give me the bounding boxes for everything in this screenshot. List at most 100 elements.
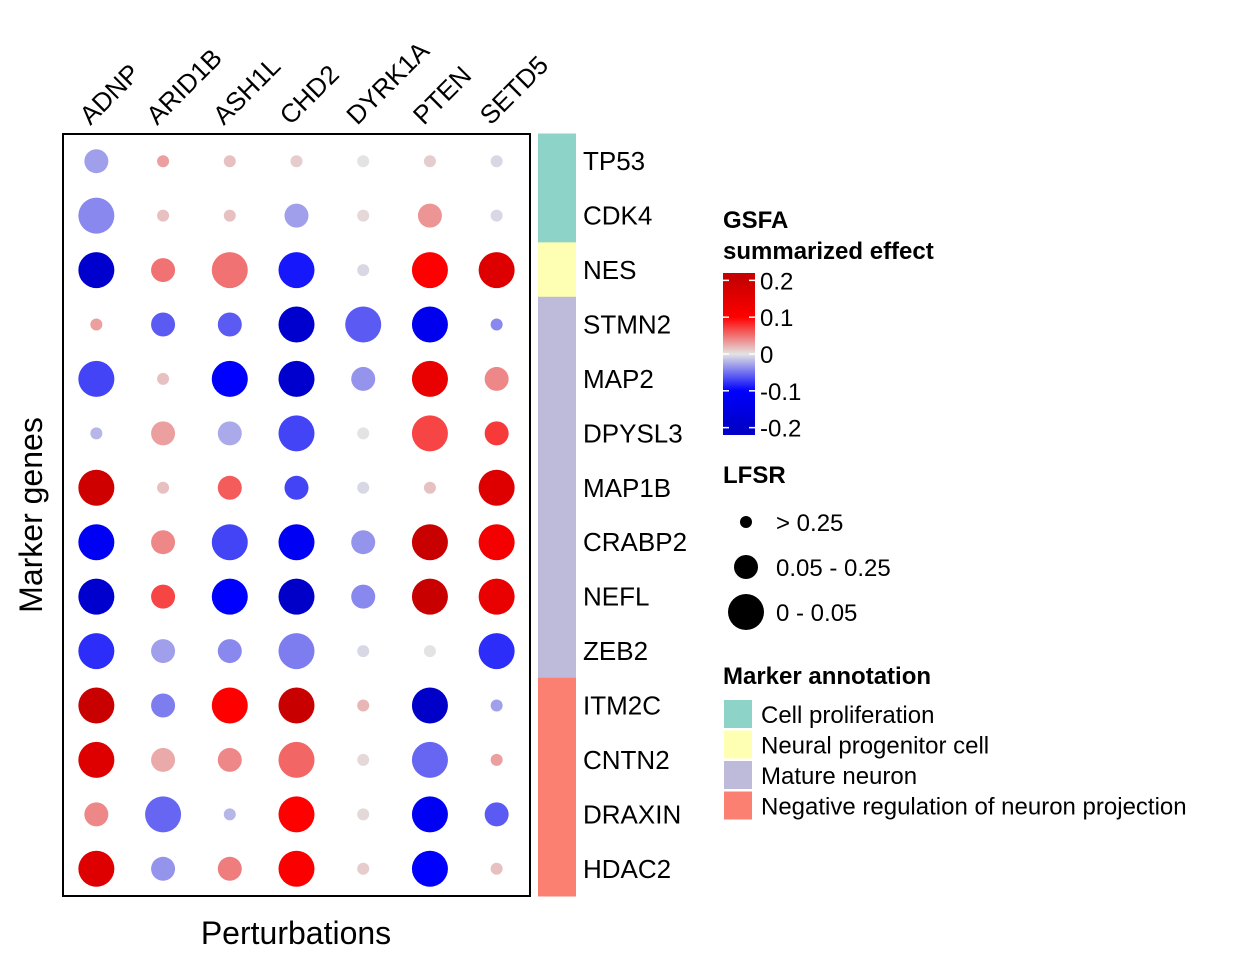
- dot-draxin-pten: [411, 796, 448, 833]
- dot-hdac2-ash1l: [217, 856, 242, 881]
- dot-tp53-dyrk1a: [357, 155, 370, 168]
- dot-nefl-adnp: [78, 578, 115, 615]
- dot-zeb2-arid1b: [151, 639, 176, 664]
- y-tick-label: CDK4: [583, 201, 652, 231]
- size-legend-dot: [728, 594, 764, 630]
- dot-cdk4-setd5: [490, 209, 503, 222]
- dot-zeb2-dyrk1a: [357, 645, 370, 658]
- row-annotation-bar: [538, 133, 576, 897]
- annotation-legend-swatch: [724, 761, 752, 789]
- dot-map2-dyrk1a: [351, 366, 376, 391]
- dot-nefl-dyrk1a: [351, 584, 376, 609]
- x-tick-label: CHD2: [274, 59, 345, 130]
- size-legend-label: 0.05 - 0.25: [776, 555, 891, 582]
- y-tick-labels: TP53 CDK4 NES STMN2 MAP2 DPYSL3 MAP1B CRABP2 NEF…: [583, 146, 687, 884]
- dot-zeb2-adnp: [78, 633, 115, 670]
- dot-dpysl3-pten: [411, 415, 448, 452]
- dot-itm2c-chd2: [278, 687, 315, 724]
- plot-panel: [62, 133, 531, 897]
- annotation-legend-items: Cell proliferation Neural progenitor cell…: [724, 700, 1187, 821]
- dot-map1b-dyrk1a: [357, 481, 370, 494]
- dot-nefl-pten: [411, 578, 448, 615]
- y-tick-label: MAP1B: [583, 473, 671, 503]
- dot-cdk4-dyrk1a: [357, 209, 370, 222]
- dot-crabp2-chd2: [278, 524, 315, 561]
- annotation-legend-title: Marker annotation: [723, 663, 931, 690]
- size-legend-label: > 0.25: [776, 510, 843, 537]
- dot-hdac2-setd5: [490, 862, 503, 875]
- dot-hdac2-adnp: [78, 850, 115, 887]
- y-tick-label: DPYSL3: [583, 418, 683, 448]
- dot-stmn2-chd2: [278, 306, 315, 343]
- x-tick-label: ADNP: [73, 58, 145, 130]
- dot-hdac2-chd2: [278, 850, 315, 887]
- color-legend-tick-label: -0.2: [760, 416, 801, 443]
- annotation-legend-label: Mature neuron: [761, 763, 917, 790]
- color-legend-title-line1: GSFA: [723, 207, 788, 234]
- dot-draxin-dyrk1a: [357, 808, 370, 821]
- dot-cdk4-adnp: [78, 197, 115, 234]
- annotation-legend-swatch: [724, 730, 752, 759]
- annotation-cell-map1b: [538, 460, 576, 516]
- annotation-cell-dpysl3: [538, 405, 576, 462]
- dot-zeb2-ash1l: [217, 639, 242, 664]
- dot-crabp2-arid1b: [151, 530, 176, 555]
- dot-map2-adnp: [78, 360, 115, 397]
- annotation-cell-crabp2: [538, 514, 576, 570]
- dot-crabp2-ash1l: [211, 524, 248, 561]
- dot-zeb2-pten: [423, 645, 436, 658]
- dot-nes-adnp: [78, 252, 115, 289]
- dot-tp53-setd5: [490, 155, 503, 168]
- annotation-legend-label: Cell proliferation: [761, 702, 934, 729]
- dot-cntn2-chd2: [278, 741, 315, 778]
- dot-crabp2-adnp: [78, 524, 115, 561]
- annotation-cell-map2: [538, 351, 576, 407]
- annotation-cell-zeb2: [538, 623, 576, 679]
- dot-stmn2-adnp: [90, 318, 103, 331]
- y-tick-label: HDAC2: [583, 854, 671, 884]
- dot-map2-arid1b: [157, 372, 170, 385]
- dot-map1b-adnp: [78, 469, 115, 506]
- dot-cdk4-pten: [417, 203, 442, 228]
- dot-stmn2-setd5: [490, 318, 503, 331]
- dot-map2-pten: [411, 360, 448, 397]
- annotation-legend-label: Negative regulation of neuron projection: [761, 794, 1187, 821]
- annotation-cell-nes: [538, 242, 576, 298]
- dot-stmn2-dyrk1a: [345, 306, 382, 343]
- dot-stmn2-pten: [411, 306, 448, 343]
- dot-itm2c-pten: [411, 687, 448, 724]
- y-tick-label: NES: [583, 255, 636, 285]
- dot-nes-ash1l: [211, 252, 248, 289]
- dot-nes-chd2: [278, 252, 315, 289]
- dot-map1b-ash1l: [217, 475, 242, 500]
- dot-dpysl3-chd2: [278, 415, 315, 452]
- dot-cntn2-arid1b: [151, 747, 176, 772]
- dot-nefl-chd2: [278, 578, 315, 615]
- dot-draxin-adnp: [84, 802, 109, 827]
- color-legend-ticks: 0.2 0.1 0 -0.1 -0.2: [723, 268, 801, 443]
- y-tick-label: NEFL: [583, 582, 649, 612]
- dot-dpysl3-adnp: [90, 427, 103, 440]
- y-tick-label: DRAXIN: [583, 799, 681, 829]
- size-legend-dot: [740, 516, 752, 528]
- color-legend-tick-label: 0: [760, 342, 773, 369]
- annotation-cell-cdk4: [538, 187, 576, 244]
- dot-cdk4-arid1b: [157, 209, 170, 222]
- dot-draxin-ash1l: [223, 808, 236, 821]
- dot-tp53-pten: [423, 155, 436, 168]
- size-legend-title: LFSR: [723, 462, 786, 489]
- dot-zeb2-chd2: [278, 633, 315, 670]
- color-legend-tick-label: 0.1: [760, 305, 793, 332]
- dot-draxin-setd5: [484, 802, 509, 827]
- y-tick-label: ZEB2: [583, 636, 648, 666]
- color-legend-tick-label: 0.2: [760, 268, 793, 295]
- y-tick-label: STMN2: [583, 310, 671, 340]
- size-legend-items: > 0.25 0.05 - 0.25 0 - 0.05: [728, 510, 891, 630]
- dot-map2-setd5: [484, 366, 509, 391]
- dot-dpysl3-ash1l: [217, 421, 242, 446]
- annotation-cell-itm2c: [538, 677, 576, 734]
- annotation-legend-swatch: [724, 700, 752, 728]
- dot-nefl-ash1l: [211, 578, 248, 615]
